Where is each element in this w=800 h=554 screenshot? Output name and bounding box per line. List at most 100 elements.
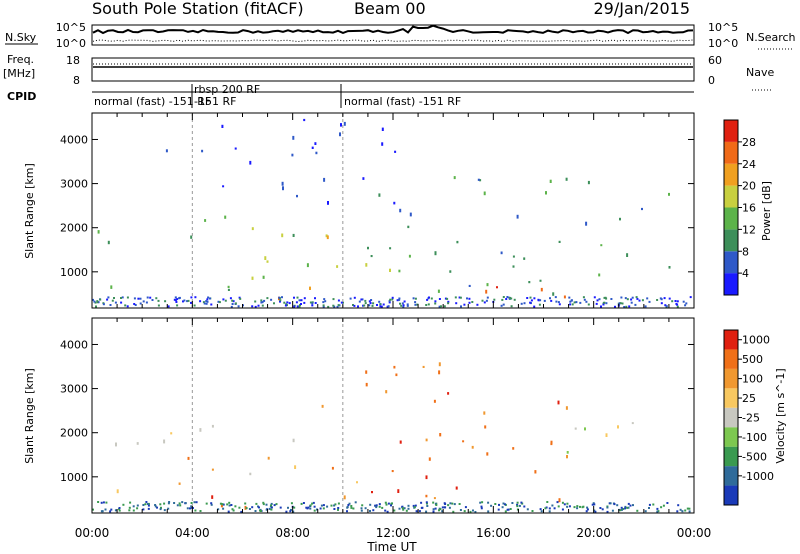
data-cell xyxy=(222,503,225,506)
data-cell xyxy=(199,300,202,303)
colorbar-tick-label: 100 xyxy=(742,373,763,386)
data-cell xyxy=(688,507,691,510)
data-cell xyxy=(582,296,585,299)
data-cell xyxy=(202,301,205,304)
data-cell xyxy=(432,510,435,513)
data-cell xyxy=(509,508,512,510)
data-cell xyxy=(684,509,687,512)
data-cell xyxy=(195,501,198,504)
data-cell xyxy=(545,191,547,195)
data-cell xyxy=(546,501,549,503)
data-cell xyxy=(685,302,688,305)
data-cell xyxy=(97,501,100,503)
data-cell xyxy=(323,177,326,182)
data-cell xyxy=(326,505,329,508)
data-cell xyxy=(533,305,536,308)
data-cell xyxy=(397,489,400,493)
data-cell xyxy=(389,298,392,301)
data-cell xyxy=(625,305,628,308)
data-cell xyxy=(170,432,173,435)
data-cell xyxy=(434,300,437,303)
data-cell xyxy=(375,506,378,509)
data-cell xyxy=(199,510,202,512)
data-cell xyxy=(267,456,270,460)
data-cell xyxy=(104,508,107,511)
colorbar-swatch xyxy=(724,163,738,186)
data-cell xyxy=(273,302,275,305)
data-cell xyxy=(97,230,100,234)
y-tick-label: 2000 xyxy=(60,222,88,235)
data-cell xyxy=(361,298,364,301)
data-cell xyxy=(285,510,288,513)
data-cell xyxy=(598,273,601,277)
data-cell xyxy=(452,510,455,513)
data-cell xyxy=(664,304,667,307)
data-cell xyxy=(666,502,669,504)
data-cell xyxy=(337,507,340,509)
data-cell xyxy=(414,303,417,306)
data-cell xyxy=(399,208,402,213)
data-cell xyxy=(593,509,596,512)
data-cell xyxy=(602,303,605,306)
data-cell xyxy=(623,306,626,308)
data-cell xyxy=(548,507,551,510)
y-tick-label: 2000 xyxy=(60,427,88,440)
data-cell xyxy=(471,301,474,303)
data-cell xyxy=(365,370,368,374)
data-cell xyxy=(458,296,461,299)
data-cell xyxy=(561,508,564,511)
data-cell xyxy=(314,302,317,304)
data-cell xyxy=(228,504,231,507)
data-cell xyxy=(407,504,410,507)
data-cell xyxy=(155,297,158,300)
data-cell xyxy=(134,304,137,306)
data-cell xyxy=(330,504,333,507)
data-cell xyxy=(343,121,346,126)
data-cell xyxy=(543,299,546,302)
data-cell xyxy=(206,298,209,301)
freq-label-1: Freq. xyxy=(7,53,34,66)
data-cell xyxy=(107,240,110,245)
data-cell xyxy=(671,300,674,303)
data-cell xyxy=(544,507,547,510)
data-cell xyxy=(282,186,284,191)
data-cell xyxy=(384,501,387,504)
data-cell xyxy=(354,501,357,504)
data-cell xyxy=(455,302,458,305)
data-cell xyxy=(164,300,167,303)
data-cell xyxy=(129,501,132,504)
data-cell xyxy=(262,503,265,506)
data-cell xyxy=(176,304,179,307)
data-cell xyxy=(539,279,542,282)
data-cell xyxy=(455,486,458,490)
data-cell xyxy=(453,503,456,506)
data-cell xyxy=(398,269,401,273)
power-colorbar: 4 8 12 16 20 24 28 xyxy=(723,119,756,296)
data-cell xyxy=(512,255,515,258)
data-cell xyxy=(264,256,267,260)
data-cell xyxy=(441,506,444,509)
data-cell xyxy=(321,404,324,408)
data-cell xyxy=(337,299,340,302)
colorbar-swatch xyxy=(724,407,738,428)
data-cell xyxy=(610,298,613,300)
data-cell xyxy=(412,504,415,507)
data-cell xyxy=(303,297,306,300)
data-cell xyxy=(566,505,569,508)
data-cell xyxy=(298,305,301,308)
data-cell xyxy=(286,301,289,304)
data-cell xyxy=(205,300,208,303)
data-cell xyxy=(506,508,509,511)
data-cell xyxy=(538,303,541,306)
power-ylabel: Slant Range [km] xyxy=(23,163,36,259)
velocity-frame: 1000 2000 3000 4000 xyxy=(60,317,695,514)
velocity-colorbar-label: Velocity [m s^-1] xyxy=(774,368,787,463)
colorbar-swatch xyxy=(724,368,738,389)
data-cell xyxy=(221,124,224,128)
data-cell xyxy=(539,299,542,302)
data-cell xyxy=(238,506,241,509)
data-cell xyxy=(573,506,576,509)
data-cell xyxy=(434,507,437,510)
data-cell xyxy=(599,507,602,509)
data-cell xyxy=(232,300,235,303)
